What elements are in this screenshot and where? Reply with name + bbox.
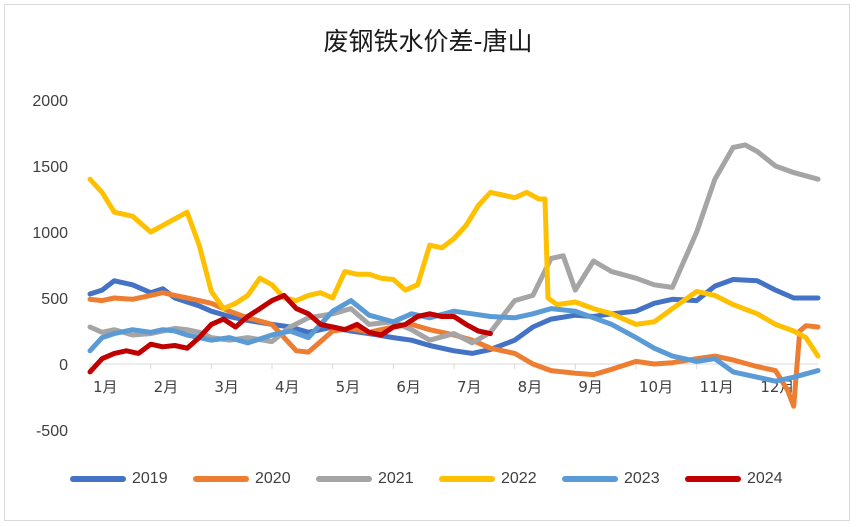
legend-label: 2021: [378, 470, 414, 487]
legend-label: 2024: [747, 470, 783, 487]
x-tick-label: 9月: [578, 378, 603, 396]
series-line-2021: [87, 142, 821, 346]
legend-label: 2019: [132, 470, 168, 487]
legend-label: 2023: [624, 470, 660, 487]
y-tick-label: 1000: [32, 225, 68, 242]
x-tick-label: 5月: [336, 378, 361, 396]
legend-swatch: [562, 476, 618, 482]
y-tick-label: -500: [36, 423, 68, 440]
y-tick-label: 0: [59, 357, 68, 374]
legend-item-2019: 2019: [70, 466, 168, 492]
legend-item-2024: 2024: [685, 466, 783, 492]
legend-swatch: [193, 476, 249, 482]
legend-item-2023: 2023: [562, 466, 660, 492]
legend-label: 2020: [255, 470, 291, 487]
x-tick-label: 8月: [518, 378, 543, 396]
series-line-2024: [87, 292, 493, 375]
x-tick-label: 3月: [214, 378, 239, 396]
legend-swatch: [685, 476, 741, 482]
x-tick-label: 11月: [700, 378, 734, 396]
y-axis: -500 0 500 1000 1500 2000: [32, 93, 68, 440]
chart-legend: 2019 2020 2021 2022 2023 2024: [0, 466, 856, 492]
y-tick-label: 500: [41, 291, 68, 308]
legend-item-2020: 2020: [193, 466, 291, 492]
x-tick-label: 1月: [93, 378, 118, 396]
x-tick-label: 6月: [396, 378, 421, 396]
chart-title: 废钢铁水价差-唐山: [323, 27, 533, 56]
legend-swatch: [439, 476, 495, 482]
y-tick-label: 2000: [32, 93, 68, 110]
x-axis: 1月 2月 3月 4月 5月 6月 7月 8月 9月 10月 11月 12月: [89, 363, 818, 396]
legend-swatch: [70, 476, 126, 482]
y-tick-label: 1500: [32, 159, 68, 176]
legend-swatch: [316, 476, 372, 482]
legend-item-2021: 2021: [316, 466, 414, 492]
legend-item-2022: 2022: [439, 466, 537, 492]
series-line-2020: [87, 290, 821, 409]
x-tick-label: 7月: [457, 378, 482, 396]
x-tick-label: 10月: [639, 378, 673, 396]
plot-area: [87, 142, 821, 409]
legend-label: 2022: [501, 470, 537, 487]
x-tick-label: 2月: [154, 378, 179, 396]
x-tick-label: 4月: [275, 378, 300, 396]
series-line-2022: [87, 176, 821, 359]
